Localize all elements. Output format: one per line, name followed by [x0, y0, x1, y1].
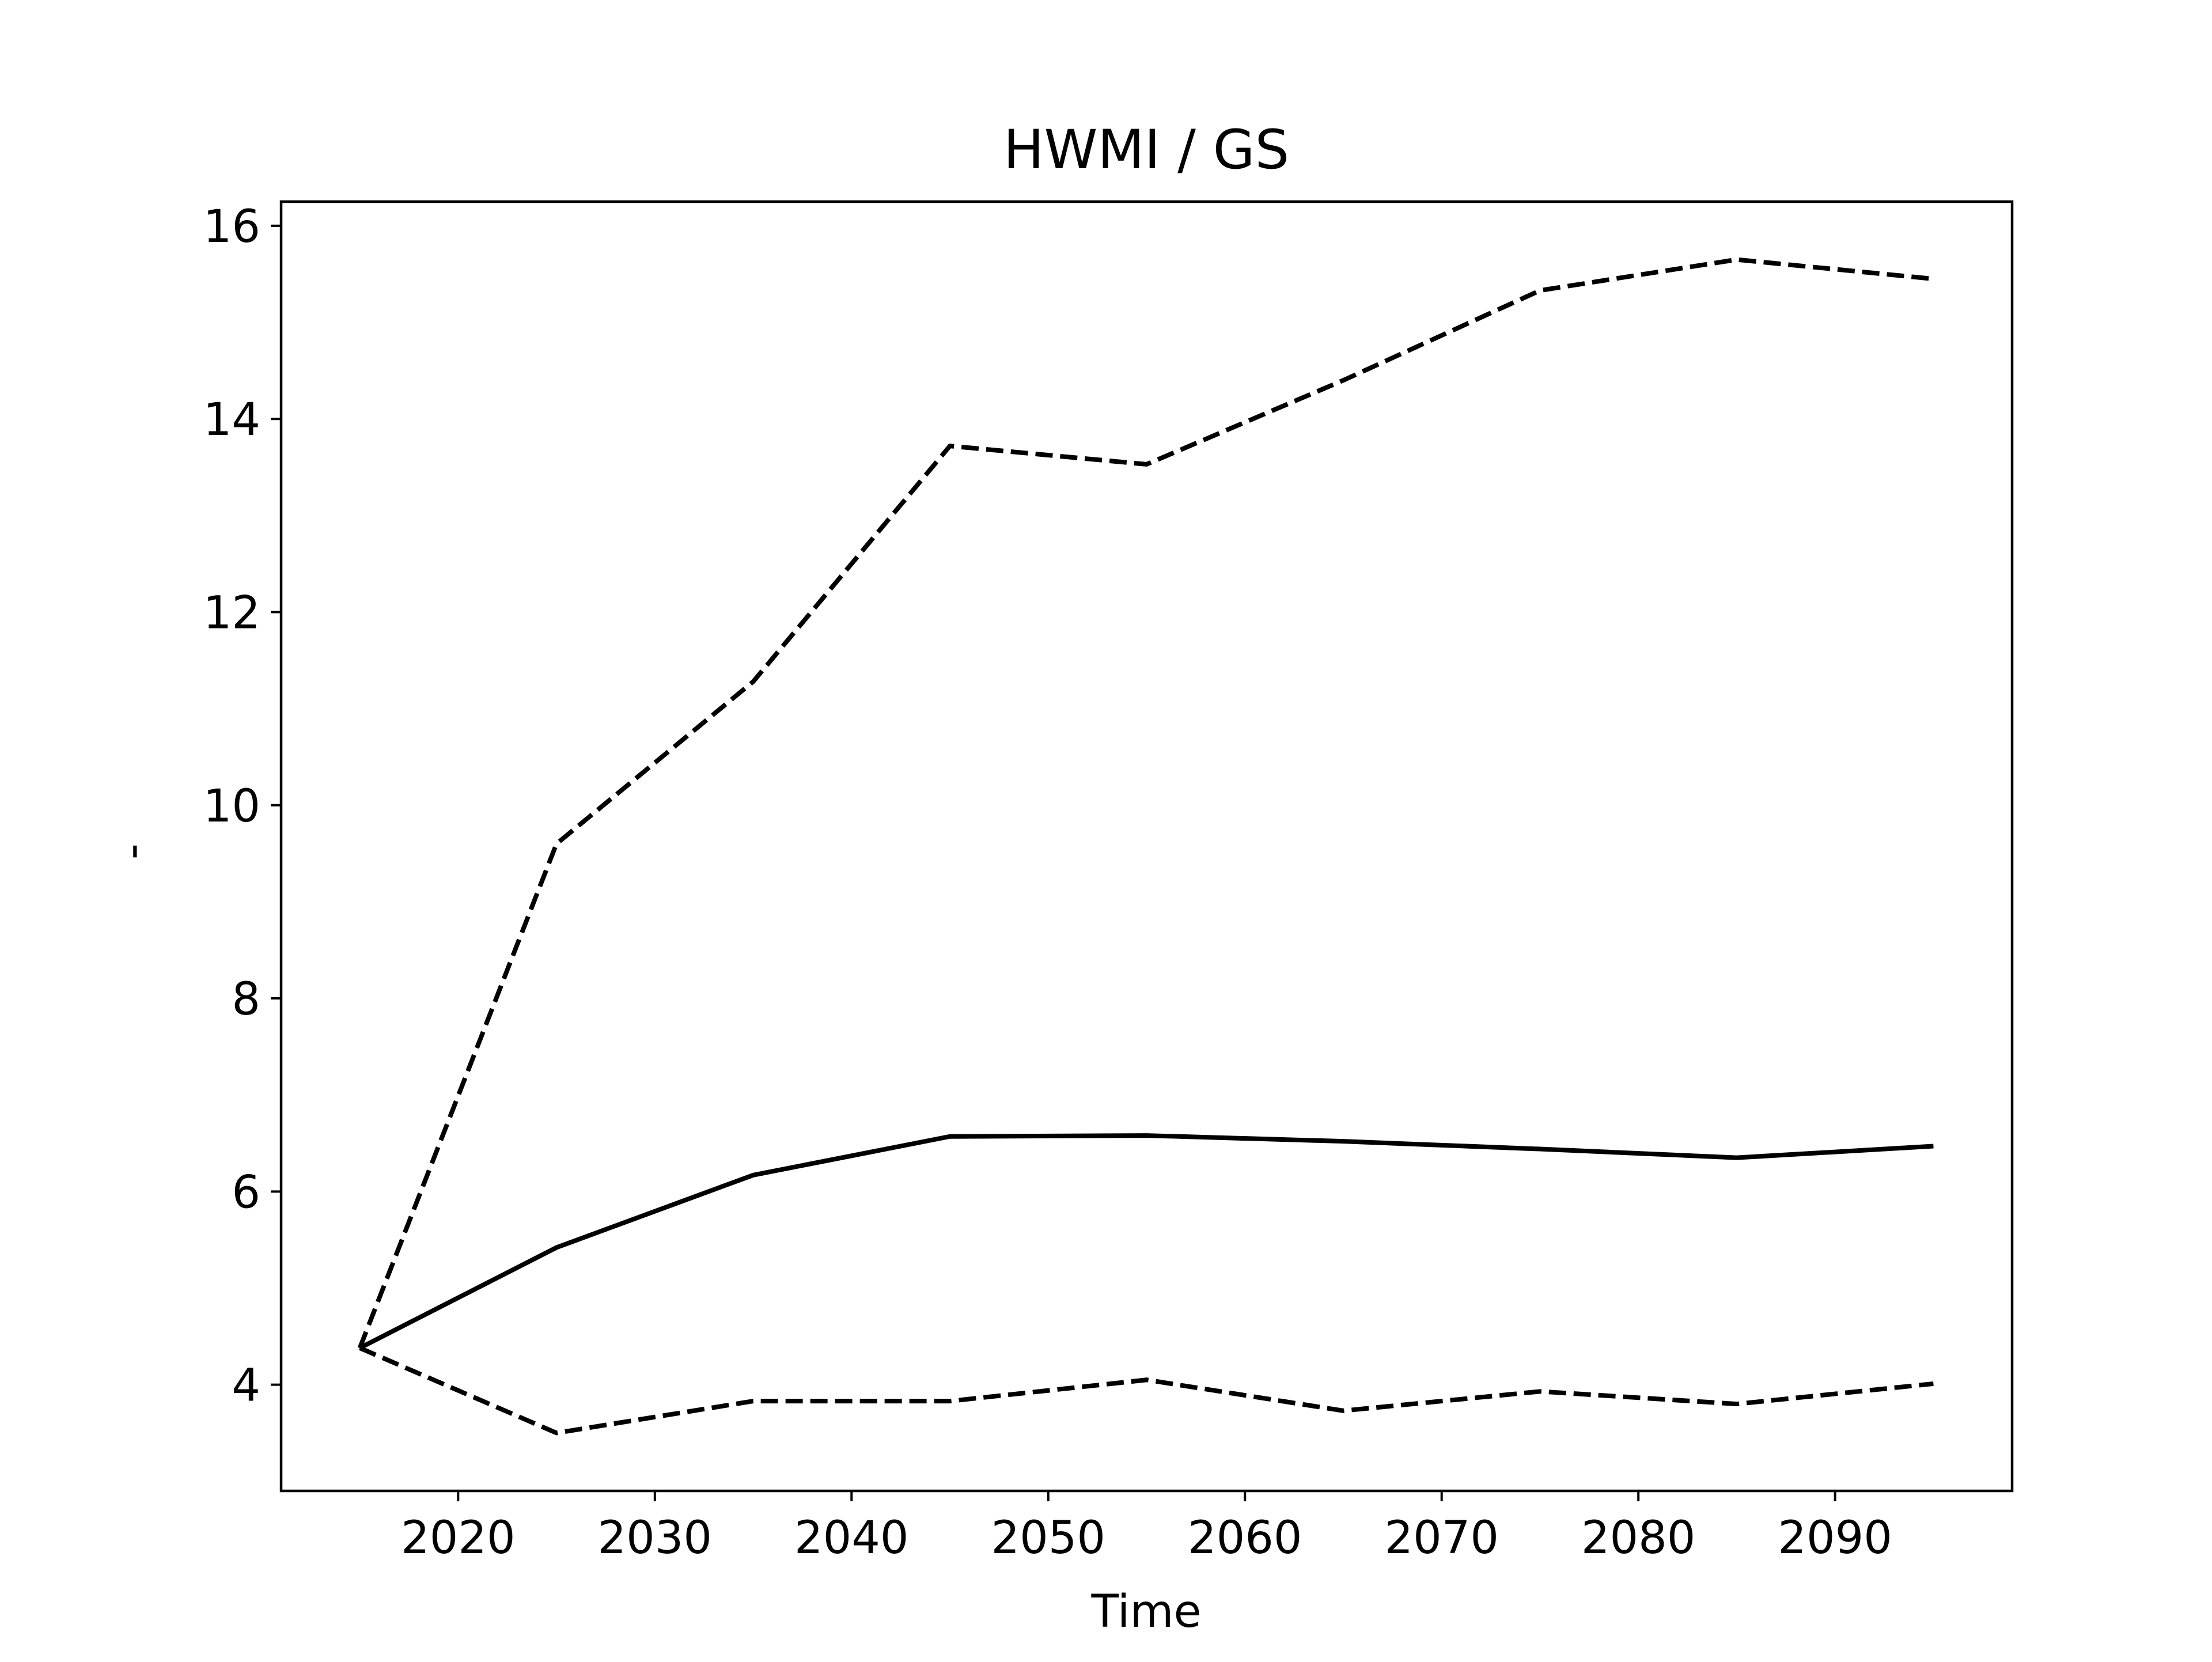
series-line-3	[359, 1346, 1934, 1436]
x-tick-label: 2090	[1778, 1512, 1892, 1564]
x-tick-label: 2060	[1188, 1512, 1302, 1564]
series-line-2	[357, 257, 1934, 1349]
plot-area	[357, 257, 1934, 1436]
y-tick-label: 4	[232, 1360, 260, 1412]
chart-title: HWMI / GS	[1003, 119, 1289, 181]
axes-frame	[279, 200, 2014, 1493]
x-axis-label: Time	[1091, 1586, 1202, 1638]
y-tick-label: 14	[203, 394, 260, 446]
x-tick-label: 2050	[991, 1512, 1106, 1564]
y-tick-label: 6	[232, 1167, 260, 1218]
x-axis: 2020 2030 2040 2050 2060 2070 2080 2090	[401, 1491, 1892, 1564]
x-tick-label: 2020	[401, 1512, 516, 1564]
x-tick-label: 2030	[598, 1512, 713, 1564]
y-tick-label: 12	[203, 587, 260, 639]
y-tick-label: 16	[203, 201, 260, 253]
x-tick-label: 2040	[794, 1512, 909, 1564]
x-tick-label: 2080	[1581, 1512, 1696, 1564]
y-tick-label: 8	[232, 974, 260, 1025]
x-tick-label: 2070	[1384, 1512, 1499, 1564]
y-tick-label: 10	[203, 781, 260, 832]
y-axis-label: -	[107, 843, 158, 860]
series-line-1	[358, 1133, 1934, 1350]
y-axis: 4 6 8 10 12 14 16	[203, 201, 281, 1412]
